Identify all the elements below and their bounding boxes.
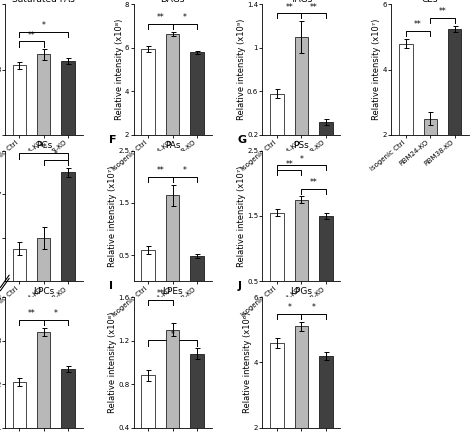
Bar — [270, 213, 284, 314]
Text: *: * — [54, 150, 58, 159]
Bar — [13, 382, 26, 432]
Text: **: ** — [156, 166, 164, 175]
Bar — [37, 332, 51, 432]
Bar — [423, 119, 437, 200]
Text: **: ** — [27, 309, 36, 318]
Text: *: * — [183, 166, 187, 175]
Bar — [62, 369, 75, 432]
Title: LPCs: LPCs — [33, 287, 55, 296]
Title: CEs: CEs — [422, 0, 438, 3]
Title: Saturated FAs: Saturated FAs — [12, 0, 75, 3]
Bar — [399, 44, 412, 200]
Text: *: * — [300, 155, 303, 164]
Bar — [270, 94, 284, 157]
Bar — [37, 238, 51, 432]
Text: *: * — [54, 309, 58, 318]
Title: PAs: PAs — [165, 141, 180, 150]
Bar — [37, 54, 51, 200]
Y-axis label: Relative intensity (x10⁹): Relative intensity (x10⁹) — [237, 19, 246, 121]
Bar — [295, 327, 308, 432]
Text: *: * — [171, 330, 174, 339]
Bar — [13, 65, 26, 200]
Bar — [190, 256, 204, 281]
Bar — [190, 354, 204, 432]
Title: TAGs: TAGs — [290, 0, 312, 3]
Bar — [141, 375, 155, 432]
Y-axis label: Relative intensity (x10⁷): Relative intensity (x10⁷) — [108, 165, 117, 267]
Bar — [448, 29, 461, 200]
Text: F: F — [109, 135, 116, 145]
Bar — [62, 61, 75, 200]
Bar — [295, 200, 308, 314]
Text: J: J — [237, 281, 241, 291]
Text: **: ** — [310, 178, 318, 187]
Bar — [295, 37, 308, 157]
Text: **: ** — [27, 31, 36, 40]
Y-axis label: Relative intensity (x10⁶): Relative intensity (x10⁶) — [243, 311, 252, 413]
Bar — [13, 249, 26, 432]
Text: *: * — [42, 22, 46, 30]
Bar — [141, 49, 155, 178]
Text: **: ** — [310, 3, 318, 12]
Y-axis label: Relative intensity (x10⁸): Relative intensity (x10⁸) — [115, 19, 124, 121]
Bar — [166, 195, 179, 281]
Y-axis label: Relative intensity (x10⁷): Relative intensity (x10⁷) — [372, 19, 381, 121]
Bar — [190, 52, 204, 178]
Bar — [319, 216, 333, 314]
Bar — [166, 34, 179, 178]
Title: LPEs: LPEs — [162, 287, 183, 296]
Text: **: ** — [285, 3, 293, 12]
Bar — [166, 330, 179, 432]
Title: DAGs: DAGs — [160, 0, 185, 3]
Title: PSs: PSs — [293, 141, 309, 150]
Bar — [319, 356, 333, 432]
Bar — [270, 343, 284, 432]
Text: G: G — [237, 135, 246, 145]
Text: I: I — [109, 281, 112, 291]
Text: **: ** — [156, 289, 164, 299]
Text: **: ** — [285, 160, 293, 169]
Y-axis label: Relative intensity (x10⁷): Relative intensity (x10⁷) — [237, 165, 246, 267]
Text: **: ** — [438, 7, 447, 16]
Text: *: * — [287, 303, 291, 312]
Title: PCs: PCs — [36, 141, 52, 150]
Text: **: ** — [156, 13, 164, 22]
Text: **: ** — [414, 20, 422, 29]
Bar — [141, 250, 155, 281]
Text: **: ** — [40, 143, 48, 152]
Title: LPGs: LPGs — [291, 287, 312, 296]
Bar — [62, 172, 75, 432]
Bar — [319, 122, 333, 157]
Text: *: * — [183, 13, 187, 22]
Text: *: * — [312, 303, 316, 312]
Y-axis label: Relative intensity (x10⁸): Relative intensity (x10⁸) — [108, 311, 117, 413]
